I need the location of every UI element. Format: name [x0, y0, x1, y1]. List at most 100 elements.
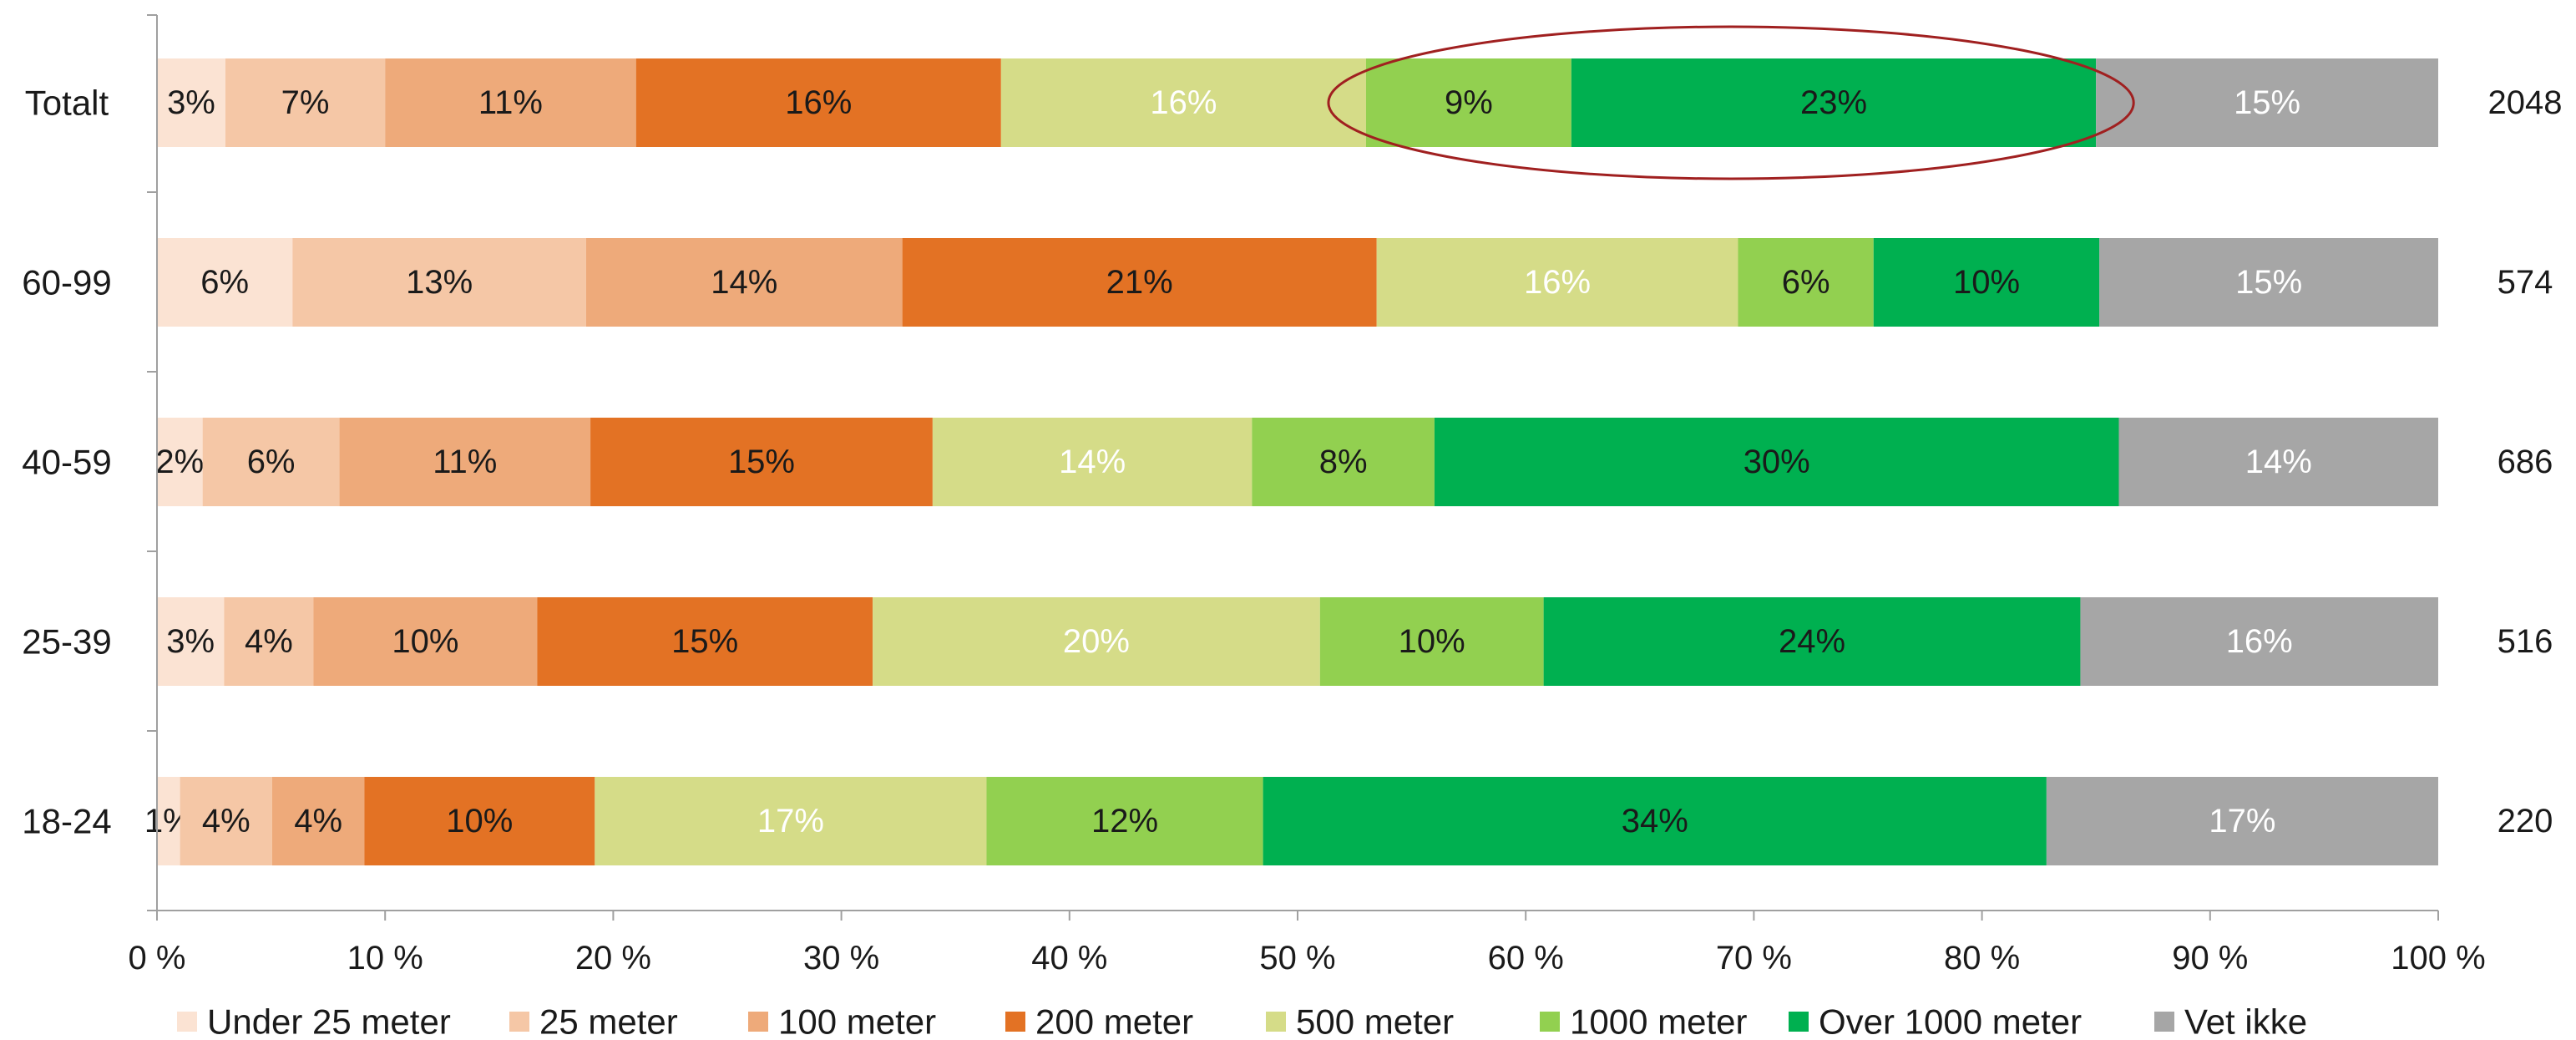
annotation: [1327, 25, 2135, 180]
bar-40-59-25-meter: [202, 418, 340, 506]
category-label: 40-59: [22, 443, 111, 482]
category-label: 18-24: [22, 802, 111, 841]
data-label: 7%: [281, 84, 330, 121]
legend-label: Vet ikke: [2184, 1002, 2307, 1040]
bar-18-24-1000-meter: [986, 777, 1263, 865]
bar-40-59-100-meter: [339, 418, 591, 506]
legend-item-over-1000-meter: Over 1000 meter: [1789, 1002, 2082, 1040]
data-label: 15%: [671, 623, 738, 660]
bar-totalt-100-meter: [385, 58, 636, 147]
bar-25-39-under-25-meter: [157, 597, 225, 686]
data-label: 17%: [2209, 803, 2275, 840]
bar-40-59-over-1000-meter: [1434, 418, 2119, 506]
bars: 3% 7% 11% 16% 16% 9% 23% 15% 6% 13% 14% 21% 16% 6% 10%…: [144, 58, 2438, 865]
bar-25-39-25-meter: [224, 597, 314, 686]
bar-totalt-over-1000-meter: [1571, 58, 2097, 147]
data-label: 21%: [1106, 264, 1173, 301]
legend-item-100-meter: 100 meter: [748, 1002, 936, 1040]
x-tick-label: 70 %: [1716, 940, 1792, 977]
legend: Under 25 meter 25 meter 100 meter 200 meter…: [177, 1002, 2307, 1040]
bar-totalt-1000-meter: [1365, 58, 1571, 147]
bar-totalt-vet-ikke: [2096, 58, 2438, 147]
data-label: 6%: [247, 444, 296, 480]
x-tick-label: 60 %: [1488, 940, 1564, 977]
data-label: 30%: [1743, 444, 1810, 480]
category-label: 60-99: [22, 263, 111, 302]
data-label: 4%: [202, 803, 251, 840]
bar-60-99-100-meter: [585, 238, 903, 327]
data-label: 16%: [1524, 264, 1591, 301]
data-label: 10%: [1953, 264, 2020, 301]
legend-swatch: [1266, 1012, 1286, 1032]
highlight-ellipse: [1327, 25, 2135, 180]
data-label: 4%: [294, 803, 342, 840]
bar-40-59-under-25-meter: [157, 418, 203, 506]
data-label: 16%: [1150, 84, 1217, 121]
legend-item-1000-meter: 1000 meter: [1540, 1002, 1747, 1040]
legend-label: Under 25 meter: [207, 1002, 451, 1040]
data-label: 3%: [166, 623, 215, 660]
x-tick-label: 90 %: [2172, 940, 2248, 977]
legend-item-200-meter: 200 meter: [1005, 1002, 1193, 1040]
legend-label: 500 meter: [1296, 1002, 1454, 1040]
bar-18-24-over-1000-meter: [1263, 777, 2047, 865]
data-label: 11%: [478, 84, 543, 121]
bar-40-59-1000-meter: [1252, 418, 1435, 506]
n-label: 2048: [2488, 84, 2563, 121]
n-label: 220: [2498, 803, 2553, 840]
bar-60-99-1000-meter: [1738, 238, 1874, 327]
data-label: 4%: [245, 623, 293, 660]
data-label: 16%: [2226, 623, 2293, 660]
x-tick-label: 80 %: [1944, 940, 2020, 977]
bar-18-24-100-meter: [271, 777, 365, 865]
data-label: 34%: [1622, 803, 1688, 840]
legend-swatch: [177, 1012, 197, 1032]
data-label: 15%: [2235, 264, 2302, 301]
legend-item-vet-ikke: Vet ikke: [2154, 1002, 2307, 1040]
data-label: 6%: [200, 264, 249, 301]
data-label: 10%: [446, 803, 513, 840]
x-tick-label: 50 %: [1259, 940, 1335, 977]
bar-25-39-500-meter: [873, 597, 1320, 686]
bar-60-99-25-meter: [292, 238, 586, 327]
x-tick-label: 40 %: [1031, 940, 1107, 977]
bar-18-24-500-meter: [595, 777, 987, 865]
x-tick-label: 20 %: [575, 940, 651, 977]
legend-label: 200 meter: [1035, 1002, 1193, 1040]
n-label: 574: [2498, 264, 2553, 301]
legend-swatch: [1005, 1012, 1025, 1032]
data-label: 14%: [1059, 444, 1126, 480]
category-label: Totalt: [25, 84, 109, 123]
data-label: 10%: [392, 623, 458, 660]
bar-40-59-vet-ikke: [2118, 418, 2438, 506]
n-label: 516: [2498, 623, 2553, 660]
legend-label: 100 meter: [778, 1002, 936, 1040]
bar-60-99-vet-ikke: [2099, 238, 2438, 327]
bar-totalt-500-meter: [1000, 58, 1366, 147]
legend-label: Over 1000 meter: [1819, 1002, 2082, 1040]
data-label: 11%: [433, 444, 497, 480]
legend-item-25-meter: 25 meter: [509, 1002, 678, 1040]
data-label: 10%: [1399, 623, 1465, 660]
data-label: 9%: [1445, 84, 1493, 121]
legend-label: 25 meter: [539, 1002, 678, 1040]
legend-swatch: [1789, 1012, 1809, 1032]
bar-18-24-under-25-meter: [157, 777, 180, 865]
legend-swatch: [2154, 1012, 2174, 1032]
bar-25-39-vet-ikke: [2080, 597, 2438, 686]
bar-40-59-200-meter: [590, 418, 933, 506]
data-label: 24%: [1779, 623, 1845, 660]
bar-18-24-vet-ikke: [2046, 777, 2438, 865]
data-label: 2%: [155, 444, 204, 480]
bar-60-99-under-25-meter: [157, 238, 293, 327]
data-label: 8%: [1319, 444, 1368, 480]
data-label: 6%: [1782, 264, 1830, 301]
bar-totalt-200-meter: [635, 58, 1001, 147]
bar-totalt-under-25-meter: [157, 58, 225, 147]
data-label: 12%: [1091, 803, 1158, 840]
legend-swatch: [1540, 1012, 1560, 1032]
bar-25-39-1000-meter: [1319, 597, 1544, 686]
data-label: 3%: [167, 84, 215, 121]
x-tick-label: 10 %: [347, 940, 423, 977]
bar-25-39-200-meter: [537, 597, 873, 686]
